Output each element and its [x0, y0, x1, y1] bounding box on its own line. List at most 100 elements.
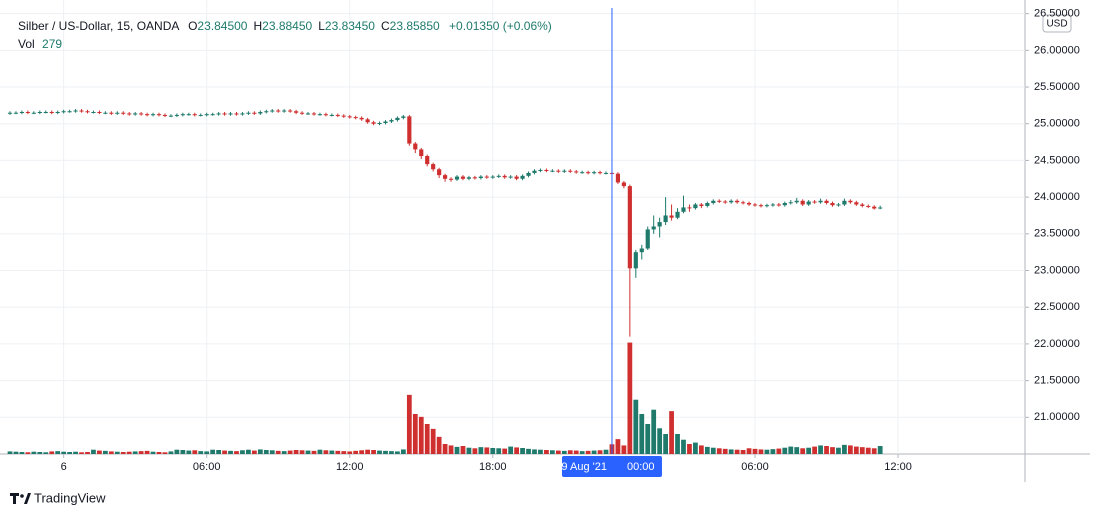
candle-body: [19, 111, 25, 113]
candle-body: [860, 204, 865, 206]
volume-bar: [418, 416, 424, 454]
volume-bar: [752, 448, 758, 454]
volume-bar: [389, 451, 394, 454]
volume-bar: [603, 449, 609, 454]
candle-body: [758, 205, 764, 207]
volume-bar: [645, 424, 651, 454]
candle-body: [365, 119, 370, 123]
candle-body: [305, 113, 311, 115]
volume-bar: [847, 445, 853, 454]
volume-bar: [269, 450, 275, 454]
volume-bar: [353, 450, 359, 454]
candles: [7, 109, 883, 337]
volume-bar: [448, 445, 454, 454]
candle-body: [13, 112, 19, 114]
candle-body: [180, 114, 185, 116]
candle-body: [526, 172, 531, 176]
candle-body: [85, 111, 90, 113]
candle-body: [299, 112, 305, 114]
y-tick-label: 23.00000: [1034, 264, 1080, 276]
volume-bars: [7, 342, 883, 454]
volume-bar: [97, 450, 102, 454]
candle-body: [156, 114, 162, 116]
candle-body: [508, 176, 513, 178]
volume-bar: [216, 450, 221, 454]
volume-bar: [526, 448, 531, 454]
volume-bar: [454, 446, 460, 454]
candle-body: [830, 203, 835, 206]
volume-bar: [758, 449, 764, 454]
candle-body: [371, 122, 376, 124]
volume-bar: [49, 451, 55, 454]
volume-bar: [764, 449, 770, 454]
candle-body: [770, 204, 775, 206]
volume-bar: [174, 449, 180, 454]
volume-bar: [246, 449, 251, 454]
volume-bar: [222, 450, 227, 454]
candle-body: [842, 200, 847, 205]
volume-bar: [305, 450, 311, 454]
candle-body: [794, 200, 799, 203]
volume-bar: [31, 451, 37, 454]
volume-bar: [776, 448, 782, 454]
volume-bar: [192, 450, 198, 454]
volume-bar: [490, 448, 496, 454]
volume-bar: [669, 411, 674, 454]
candle-body: [311, 113, 317, 115]
candle-body: [288, 110, 293, 112]
y-tick-label: 22.50000: [1034, 301, 1080, 313]
candle-body: [454, 176, 460, 180]
volume-bar: [538, 449, 543, 454]
candle-body: [717, 200, 722, 202]
volume-bar: [120, 452, 126, 454]
volume-bar: [877, 446, 883, 454]
volume-bar: [377, 450, 382, 454]
candle-body: [317, 114, 323, 116]
volume-bar: [573, 450, 579, 454]
candle-body: [735, 200, 740, 203]
candle-body: [323, 114, 328, 116]
volume-bar: [311, 450, 317, 454]
candle-body: [872, 206, 877, 209]
candle-body: [448, 178, 454, 180]
candle-body: [103, 112, 108, 114]
volume-bar: [85, 452, 90, 454]
candle-body: [669, 215, 674, 218]
candle-body: [115, 112, 120, 114]
volume-bar: [168, 451, 174, 454]
symbol-title: Silber / US-Dollar, 15, OANDA: [18, 19, 179, 33]
volume-bar: [228, 450, 233, 454]
ohlc-value: 23.88450: [262, 19, 313, 33]
volume-bar: [693, 442, 698, 454]
candle-body: [347, 116, 352, 118]
candle-body: [383, 121, 388, 124]
volume-bar: [198, 451, 204, 454]
volume-bar: [180, 450, 186, 454]
candle-body: [460, 176, 466, 179]
volume-key: Vol: [18, 37, 35, 51]
volume-bar: [627, 342, 633, 454]
volume-bar: [812, 446, 817, 454]
volume-bar: [412, 414, 418, 454]
volume-bar: [335, 450, 341, 454]
candle-body: [723, 201, 728, 203]
volume-bar: [675, 434, 680, 454]
volume-bar: [359, 450, 365, 454]
candle-body: [79, 110, 84, 112]
candle-body: [109, 112, 114, 114]
brand-logo: [10, 493, 31, 504]
volume-bar: [615, 439, 621, 454]
candle-body: [204, 114, 209, 116]
y-tick-label: 25.00000: [1034, 118, 1080, 130]
candle-body: [359, 117, 364, 120]
volume-bar: [61, 451, 67, 454]
candle-body: [633, 252, 638, 269]
volume-bar: [853, 446, 859, 454]
volume-bar: [251, 450, 257, 454]
candle-body: [264, 111, 269, 113]
volume-bar: [406, 394, 412, 454]
volume-bar: [681, 439, 686, 454]
candle-body: [836, 204, 841, 206]
candle-body: [538, 169, 543, 171]
ohlc-value: 23.85850: [389, 19, 440, 33]
